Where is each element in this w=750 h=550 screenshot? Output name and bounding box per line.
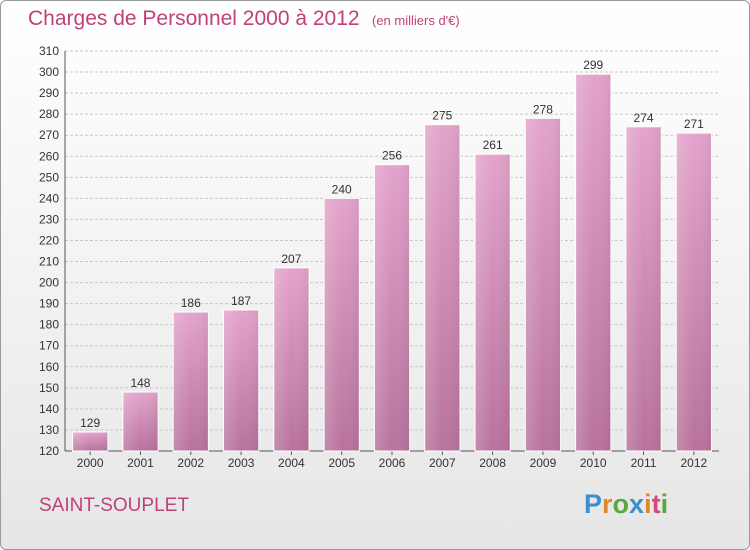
y-tick-label: 230 [39, 212, 59, 226]
y-tick-label: 310 [39, 44, 59, 58]
proxiti-logo: Proxiti [584, 489, 668, 520]
x-tick-label: 2007 [429, 456, 456, 470]
y-tick-label: 160 [39, 360, 59, 374]
bar-shine-2006 [374, 164, 410, 451]
x-tick-label: 2004 [278, 456, 305, 470]
y-tick-label: 180 [39, 318, 59, 332]
x-tick-label: 2010 [580, 456, 607, 470]
logo-letter: x [629, 489, 645, 519]
bar-shine-2010 [575, 74, 611, 451]
value-label-2011: 274 [634, 111, 654, 125]
bars [72, 73, 712, 452]
y-tick-label: 120 [39, 444, 59, 458]
value-label-2008: 261 [483, 138, 503, 152]
bar-shine-2004 [273, 267, 309, 451]
x-tick-label: 2002 [177, 456, 204, 470]
y-tick-label: 140 [39, 402, 59, 416]
y-tick-label: 280 [39, 107, 59, 121]
y-tick-label: 170 [39, 339, 59, 353]
value-label-2004: 207 [281, 252, 301, 266]
value-label-2003: 187 [231, 294, 251, 308]
bar-shine-2005 [324, 198, 360, 451]
chart-unit: (en milliers d'€) [372, 13, 460, 28]
bar-shine-2000 [72, 432, 108, 451]
x-tick-label: 2012 [680, 456, 707, 470]
x-tick-label: 2011 [631, 456, 657, 470]
bar-shine-2002 [173, 312, 209, 451]
value-label-2001: 148 [130, 376, 150, 390]
value-label-2009: 278 [533, 102, 553, 116]
value-label-2012: 271 [684, 117, 704, 131]
value-label-2002: 186 [181, 296, 201, 310]
x-tick-label: 2008 [479, 456, 506, 470]
logo-letter: i [644, 489, 652, 519]
y-tick-label: 210 [39, 255, 59, 269]
bar-shine-2001 [122, 392, 159, 451]
logo-letter: P [584, 489, 603, 519]
bar-shine-2003 [223, 309, 259, 451]
y-tick-label: 150 [39, 381, 59, 395]
place-name: SAINT-SOUPLET [39, 495, 189, 516]
bar-shine-2011 [625, 126, 662, 451]
x-tick-label: 2005 [328, 456, 355, 470]
y-tick-label: 300 [39, 65, 59, 79]
value-label-2006: 256 [382, 149, 402, 163]
value-label-2010: 299 [583, 58, 603, 72]
x-tick-label: 2000 [77, 456, 104, 470]
logo-letter: r [602, 489, 613, 519]
logo-letter: t [651, 489, 661, 519]
y-tick-label: 220 [39, 233, 59, 247]
chart-title: Charges de Personnel 2000 à 2012 [28, 7, 360, 30]
y-tick-label: 200 [39, 276, 59, 290]
value-label-2007: 275 [432, 109, 452, 123]
y-tick-label: 240 [39, 191, 59, 205]
y-tick-label: 250 [39, 170, 59, 184]
logo-letter: o [612, 489, 630, 519]
bar-shine-2012 [676, 133, 712, 451]
x-tick-label: 2003 [228, 456, 255, 470]
y-tick-label: 260 [39, 149, 59, 163]
x-tick-label: 2001 [127, 456, 154, 470]
y-tick-label: 130 [39, 423, 59, 437]
logo-letter: i [660, 489, 669, 519]
bar-shine-2009 [525, 118, 561, 452]
y-tick-label: 290 [39, 86, 59, 100]
bar-shine-2008 [475, 154, 511, 451]
value-label-2005: 240 [332, 182, 352, 196]
value-label-2000: 129 [80, 416, 100, 430]
bar-shine-2007 [424, 124, 460, 452]
x-tick-label: 2009 [530, 456, 557, 470]
axes: 120 130 140 150 160 170 180 190 200 210 220 230 240 2… [39, 44, 719, 470]
y-tick-label: 190 [39, 297, 59, 311]
x-tick-label: 2006 [379, 456, 406, 470]
y-tick-label: 270 [39, 128, 59, 142]
data-labels: 129 148 186 187 207 240 256 275 261 278 299 274 271 [80, 58, 704, 430]
